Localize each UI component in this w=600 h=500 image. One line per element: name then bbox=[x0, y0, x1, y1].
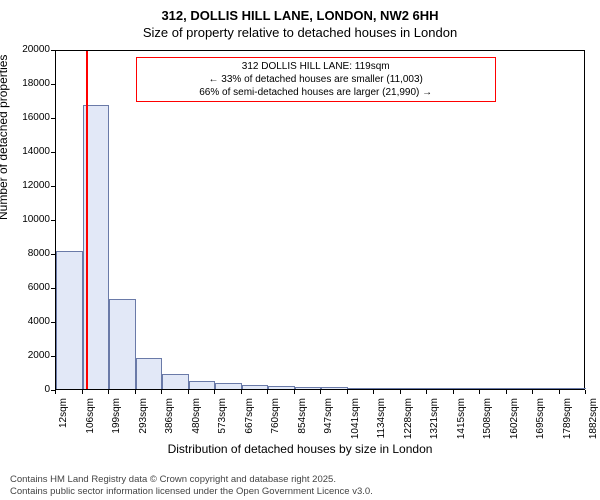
y-tick-label: 12000 bbox=[20, 180, 50, 191]
histogram-bar bbox=[427, 388, 454, 389]
histogram-bar bbox=[162, 374, 189, 389]
histogram-bar bbox=[560, 388, 587, 389]
annotation-line-3: 66% of semi-detached houses are larger (… bbox=[143, 86, 489, 99]
x-tick-label: 1882sqm bbox=[588, 398, 599, 448]
histogram-bar bbox=[533, 388, 560, 389]
x-tick-label: 386sqm bbox=[164, 398, 175, 448]
x-tick-label: 1415sqm bbox=[456, 398, 467, 448]
histogram-bar bbox=[242, 385, 269, 389]
x-tick-label: 293sqm bbox=[138, 398, 149, 448]
x-tick-label: 1602sqm bbox=[509, 398, 520, 448]
y-tick-label: 0 bbox=[20, 384, 50, 395]
x-tick-mark bbox=[426, 390, 427, 394]
annotation-line-2: ← 33% of detached houses are smaller (11… bbox=[143, 73, 489, 86]
x-tick-mark bbox=[82, 390, 83, 394]
y-tick-label: 14000 bbox=[20, 146, 50, 157]
x-tick-mark bbox=[108, 390, 109, 394]
histogram-bar bbox=[136, 358, 163, 389]
x-tick-label: 1789sqm bbox=[562, 398, 573, 448]
histogram-bar bbox=[401, 388, 428, 389]
x-tick-mark bbox=[294, 390, 295, 394]
x-tick-label: 573sqm bbox=[217, 398, 228, 448]
histogram-bar bbox=[480, 388, 507, 389]
x-tick-label: 760sqm bbox=[270, 398, 281, 448]
y-tick-label: 2000 bbox=[20, 350, 50, 361]
x-tick-label: 12sqm bbox=[58, 398, 69, 448]
y-tick-label: 4000 bbox=[20, 316, 50, 327]
x-tick-mark bbox=[532, 390, 533, 394]
x-tick-mark bbox=[55, 390, 56, 394]
x-tick-label: 1228sqm bbox=[403, 398, 414, 448]
x-tick-label: 1134sqm bbox=[376, 398, 387, 448]
chart-title-sub: Size of property relative to detached ho… bbox=[0, 23, 600, 40]
highlight-line bbox=[86, 51, 88, 389]
histogram-bar bbox=[374, 388, 401, 389]
x-tick-label: 106sqm bbox=[85, 398, 96, 448]
y-axis-label: Number of detached properties bbox=[0, 55, 10, 220]
x-tick-mark bbox=[241, 390, 242, 394]
y-tick-label: 20000 bbox=[20, 44, 50, 55]
x-tick-mark bbox=[373, 390, 374, 394]
footer-line-1: Contains HM Land Registry data © Crown c… bbox=[10, 474, 373, 485]
chart-title-main: 312, DOLLIS HILL LANE, LONDON, NW2 6HH bbox=[0, 0, 600, 23]
x-tick-mark bbox=[347, 390, 348, 394]
x-tick-mark bbox=[506, 390, 507, 394]
x-tick-label: 667sqm bbox=[244, 398, 255, 448]
histogram-bar bbox=[268, 386, 295, 389]
histogram-bar bbox=[189, 381, 216, 390]
x-tick-label: 480sqm bbox=[191, 398, 202, 448]
histogram-bar bbox=[507, 388, 534, 389]
x-tick-mark bbox=[320, 390, 321, 394]
histogram-bar bbox=[454, 388, 481, 389]
y-tick-label: 18000 bbox=[20, 78, 50, 89]
histogram-bar bbox=[348, 388, 375, 389]
x-tick-mark bbox=[188, 390, 189, 394]
x-tick-mark bbox=[479, 390, 480, 394]
footer-line-2: Contains public sector information licen… bbox=[10, 486, 373, 497]
histogram-bar bbox=[295, 387, 322, 389]
x-tick-mark bbox=[585, 390, 586, 394]
x-tick-mark bbox=[559, 390, 560, 394]
x-tick-mark bbox=[267, 390, 268, 394]
histogram-bar bbox=[56, 251, 83, 389]
x-tick-label: 1695sqm bbox=[535, 398, 546, 448]
x-tick-label: 199sqm bbox=[111, 398, 122, 448]
y-tick-label: 8000 bbox=[20, 248, 50, 259]
x-tick-label: 854sqm bbox=[297, 398, 308, 448]
chart-container: 312, DOLLIS HILL LANE, LONDON, NW2 6HH S… bbox=[0, 0, 600, 500]
y-tick-label: 16000 bbox=[20, 112, 50, 123]
x-axis-label: Distribution of detached houses by size … bbox=[0, 442, 600, 456]
x-tick-label: 1321sqm bbox=[429, 398, 440, 448]
x-tick-mark bbox=[135, 390, 136, 394]
x-tick-label: 947sqm bbox=[323, 398, 334, 448]
x-tick-label: 1508sqm bbox=[482, 398, 493, 448]
annotation-box: 312 DOLLIS HILL LANE: 119sqm ← 33% of de… bbox=[136, 57, 496, 102]
x-tick-mark bbox=[161, 390, 162, 394]
x-tick-mark bbox=[400, 390, 401, 394]
plot-area: 312 DOLLIS HILL LANE: 119sqm ← 33% of de… bbox=[55, 50, 585, 390]
y-tick-label: 6000 bbox=[20, 282, 50, 293]
y-tick-label: 10000 bbox=[20, 214, 50, 225]
x-tick-label: 1041sqm bbox=[350, 398, 361, 448]
annotation-line-1: 312 DOLLIS HILL LANE: 119sqm bbox=[143, 60, 489, 73]
histogram-bar bbox=[321, 387, 348, 389]
x-tick-mark bbox=[214, 390, 215, 394]
histogram-bar bbox=[215, 383, 242, 389]
footer-note: Contains HM Land Registry data © Crown c… bbox=[10, 474, 373, 497]
x-tick-mark bbox=[453, 390, 454, 394]
histogram-bar bbox=[109, 299, 136, 389]
